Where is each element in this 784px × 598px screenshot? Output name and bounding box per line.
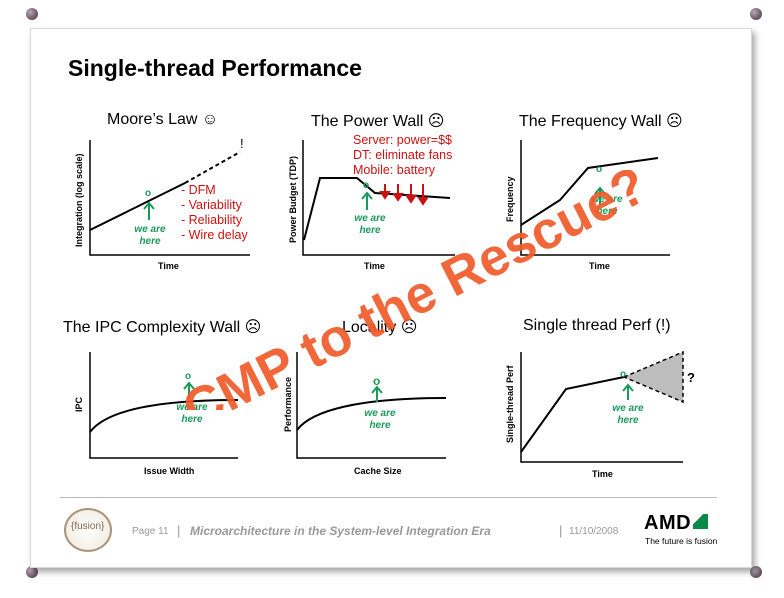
- stperf-curve: [520, 376, 625, 453]
- pin-bottom-right: [750, 566, 762, 578]
- pin-top-right: [750, 8, 762, 20]
- ipc-xlabel: Issue Width: [144, 466, 195, 476]
- power-xlabel: Time: [364, 261, 385, 271]
- ipc-title: The IPC Complexity Wall ☹: [63, 319, 262, 336]
- frequency-axes: [520, 140, 670, 256]
- locality-we-are-here: we are here: [364, 408, 396, 431]
- stperf-question: ?: [687, 370, 695, 385]
- stperf-xlabel: Time: [592, 469, 613, 479]
- power-we-are-here: we are here: [354, 213, 386, 236]
- amd-logo-text: AMD: [644, 512, 692, 534]
- stperf-marker: o: [620, 369, 627, 380]
- moore-marker: o: [145, 188, 152, 199]
- ipc-axes: [89, 352, 238, 459]
- pin-bottom-left: [26, 566, 38, 578]
- amd-logo: AMD: [644, 512, 709, 535]
- amd-arrow-icon: [693, 514, 709, 529]
- moore-ylabel: Integration (log scale): [74, 153, 84, 247]
- locality-ylabel: Performance: [283, 376, 293, 432]
- stperf-cone: [622, 350, 684, 404]
- footer-sep-2: |: [559, 523, 563, 538]
- moore-arrow: [143, 201, 155, 220]
- frequency-arrow: [594, 186, 606, 205]
- moore-bullet-1: - DFM: [181, 183, 216, 197]
- footer-page: Page 11: [132, 526, 169, 537]
- slide-title: Single-thread Performance: [68, 55, 362, 81]
- frequency-xlabel: Time: [589, 261, 610, 271]
- power-ylabel: Power Budget (TDP): [288, 156, 298, 243]
- stperf-title: Single thread Perf (!): [523, 317, 671, 334]
- stperf-arrow: [622, 383, 634, 400]
- slide: [30, 28, 752, 568]
- moore-we-are-here: we are here: [134, 224, 166, 247]
- fusion-logo-text: {fusion}: [71, 521, 105, 532]
- stperf-we-are-here: we are here: [612, 403, 644, 426]
- frequency-marker: o: [596, 164, 603, 175]
- fusion-logo: [64, 508, 112, 552]
- locality-title: Locality ☹: [342, 319, 418, 336]
- moore-bullet-3: - Reliability: [181, 213, 243, 227]
- moore-bullet-4: - Wire delay: [181, 228, 248, 242]
- moore-bullet-2: - Variability: [181, 198, 242, 212]
- power-down-arrows: [379, 184, 429, 206]
- power-title: The Power Wall ☹: [311, 113, 445, 130]
- footer-date: 11/10/2008: [569, 526, 619, 537]
- ipc-marker: o: [185, 371, 192, 382]
- power-arrow: [361, 191, 373, 210]
- moore-axes: [89, 140, 250, 256]
- locality-marker: o: [373, 374, 381, 388]
- moore-exclaim: !: [240, 136, 244, 151]
- frequency-ylabel: Frequency: [505, 176, 515, 222]
- frequency-title: The Frequency Wall ☹: [519, 113, 683, 130]
- power-marker: o: [363, 180, 370, 191]
- locality-axes: [296, 352, 446, 459]
- ipc-we-are-here: we are here: [176, 402, 208, 425]
- locality-arrow: [371, 385, 383, 402]
- power-axes: [302, 140, 455, 256]
- footer-talk-title: Microarchitecture in the System-level In…: [190, 524, 491, 538]
- moore-xlabel: Time: [158, 261, 179, 271]
- moore-projection: [184, 151, 241, 184]
- amd-tagline: The future is fusion: [645, 536, 718, 546]
- power-note-1: Server: power=$$: [353, 133, 453, 147]
- moore-curve: [89, 182, 186, 231]
- frequency-curve: [520, 157, 659, 226]
- pin-top-left: [26, 8, 38, 20]
- frequency-we-are-here: we are here: [591, 194, 623, 217]
- ipc-curve: [89, 399, 239, 433]
- locality-xlabel: Cache Size: [354, 466, 402, 476]
- stperf-axes: [520, 352, 683, 463]
- footer-divider: [60, 497, 717, 498]
- ipc-arrow: [183, 381, 195, 398]
- power-note-2: DT: eliminate fans: [353, 148, 453, 162]
- power-note-3: Mobile: battery: [353, 163, 435, 177]
- moore-title: Moore’s Law ☺: [107, 111, 219, 128]
- footer-sep-1: |: [177, 523, 181, 538]
- locality-curve: [296, 397, 447, 431]
- ipc-ylabel: IPC: [74, 396, 84, 412]
- stperf-ylabel: Single-thread Perf: [505, 365, 515, 443]
